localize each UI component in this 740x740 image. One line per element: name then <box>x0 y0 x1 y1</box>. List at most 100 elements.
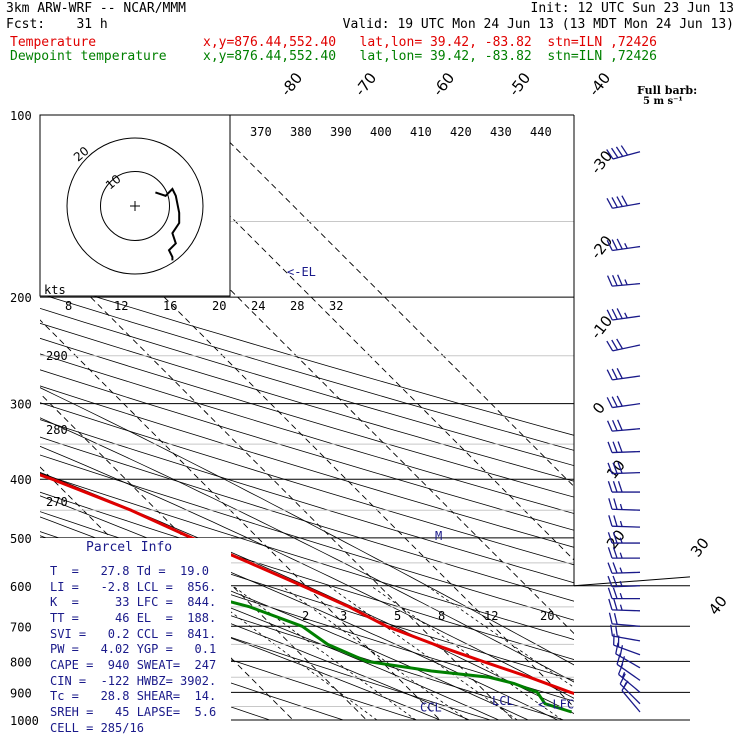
el-annotation: <-EL <box>287 265 316 279</box>
mixing-ratio-line <box>281 585 468 720</box>
pressure-tick-label: 300 <box>10 398 32 412</box>
wind-barb-flag <box>607 587 613 599</box>
dry-adiabat <box>40 617 345 720</box>
thetae-label: 24 <box>251 299 265 313</box>
pressure-tick-label: 1000 <box>10 714 39 728</box>
wind-barb-flag <box>617 274 623 286</box>
wind-barb-staff <box>611 609 641 612</box>
dry-adiabat <box>40 511 574 681</box>
barb-legend-title: Full barb: <box>637 84 697 97</box>
theta-label: 410 <box>410 125 432 139</box>
wind-barb-flag <box>612 532 618 544</box>
wind-barb-flag <box>612 562 618 574</box>
parcel-info-title: Parcel Info <box>86 540 173 555</box>
thetae-label: 20 <box>212 299 226 313</box>
parcel-info-row: CELL = 285/16 <box>50 721 144 735</box>
wind-barb <box>608 498 641 511</box>
thetae-label: 28 <box>290 299 304 313</box>
dry-adiabat <box>40 472 574 640</box>
hodograph-units-label: kts <box>44 283 66 297</box>
hodograph-trace <box>155 187 181 261</box>
wind-barb-flag <box>607 441 613 453</box>
wind-barb-flag <box>613 598 618 611</box>
wind-barb <box>621 680 641 713</box>
mixing-ratio-label: 12 <box>484 609 498 623</box>
wind-barb-flag <box>607 562 613 574</box>
mixing-ratio-line <box>328 585 518 720</box>
dry-adiabat <box>40 322 574 482</box>
wind-barb <box>606 419 641 432</box>
mixing-ratio-label: 5 <box>394 609 401 623</box>
dry-adiabat <box>40 337 574 498</box>
wind-barb-flag <box>616 367 623 379</box>
wind-barb-flag <box>612 481 618 493</box>
theta-label: 380 <box>290 125 312 139</box>
wind-barb-flag <box>610 624 614 637</box>
wind-barb-flag <box>617 481 623 493</box>
wind-barb-flag <box>606 340 614 352</box>
wind-barb-flag <box>612 462 618 474</box>
parcel-info-panel: Parcel Info T = 27.8 Td = 19.0 LI = -2.8… <box>40 538 231 740</box>
wind-barb-flag <box>619 503 623 510</box>
wind-barb-flag <box>611 239 618 251</box>
mixing-ratio-label: 2 <box>302 609 309 623</box>
wind-barb <box>606 195 641 209</box>
isotherm-line <box>201 115 574 488</box>
valid-time: Valid: 19 UTC Mon 24 Jun 13 (13 MDT Mon … <box>342 17 734 32</box>
lcl-annotation: LCL <box>492 694 514 708</box>
wind-barb-staff <box>618 673 641 693</box>
wind-barb <box>606 308 641 321</box>
parcel-info-row: TT = 46 EL = 188. <box>50 611 217 625</box>
wind-barb <box>606 367 641 381</box>
wind-barb <box>613 633 641 656</box>
wind-barb-flag <box>606 239 613 251</box>
parcel-info-row: LI = -2.8 LCL = 856. <box>50 580 217 594</box>
wind-barb-flag <box>607 575 613 587</box>
dewpoint-location-info: x,y=876.44,552.40 lat,lon= 39.42, -83.82… <box>203 49 657 64</box>
wind-barb <box>606 395 641 409</box>
mixing-ratio-label: 20 <box>540 609 554 623</box>
parcel-info-row: Tc = 28.8 SHEAR= 14. <box>50 689 217 703</box>
theta-label: 370 <box>250 125 272 139</box>
wind-barb-flag <box>611 308 618 320</box>
wind-barb-flag <box>612 575 618 587</box>
dry-adiabat <box>40 279 574 436</box>
wind-barb <box>608 515 641 528</box>
pressure-tick-label: 500 <box>10 532 32 546</box>
wind-barb-flag <box>619 567 623 574</box>
wind-barb-flag <box>616 653 621 665</box>
isotherm-label: -40 <box>585 69 614 99</box>
parcel-info-row: CIN = -122 HWBZ= 3902. <box>50 674 217 688</box>
isotherm-label: -70 <box>351 69 380 99</box>
wind-barb-flag <box>619 592 623 599</box>
wind-barb-flag <box>619 580 623 587</box>
wind-barb <box>606 145 641 160</box>
temperature-legend: Temperature <box>10 35 97 50</box>
pressure-tick-label: 600 <box>10 580 32 594</box>
dewpoint-legend: Dewpoint temperature <box>10 49 167 64</box>
wind-barb-flag <box>612 419 618 431</box>
theta-label: 420 <box>450 125 472 139</box>
pressure-tick-label: 900 <box>10 686 32 700</box>
wind-barb-flag <box>616 196 623 207</box>
wind-barb-flag <box>613 515 618 527</box>
pressure-tick-label: 700 <box>10 620 32 634</box>
wind-barb-flag <box>612 441 618 453</box>
wind-barb-flag <box>621 672 626 678</box>
wind-barb-flag <box>608 498 613 510</box>
wind-barb-flag <box>619 552 623 559</box>
temperature-trace <box>40 473 574 695</box>
theta-label: 290 <box>46 349 68 363</box>
wind-barb <box>607 462 641 475</box>
parcel-info-row: SREH = 45 LAPSE= 5.6 <box>50 705 217 719</box>
isotherm-label: -30 <box>587 147 616 177</box>
thetae-label: 12 <box>114 299 128 313</box>
wind-barb <box>610 624 641 642</box>
wind-barb <box>606 338 641 352</box>
wind-barb-flag <box>607 481 613 493</box>
dry-adiabat <box>40 419 574 584</box>
mixing-ratio-label: 8 <box>438 609 445 623</box>
wind-barb-flag <box>615 625 619 637</box>
parcel-info-row: K = 33 LFC = 844. <box>50 595 217 609</box>
wind-barb-flag <box>606 149 614 160</box>
